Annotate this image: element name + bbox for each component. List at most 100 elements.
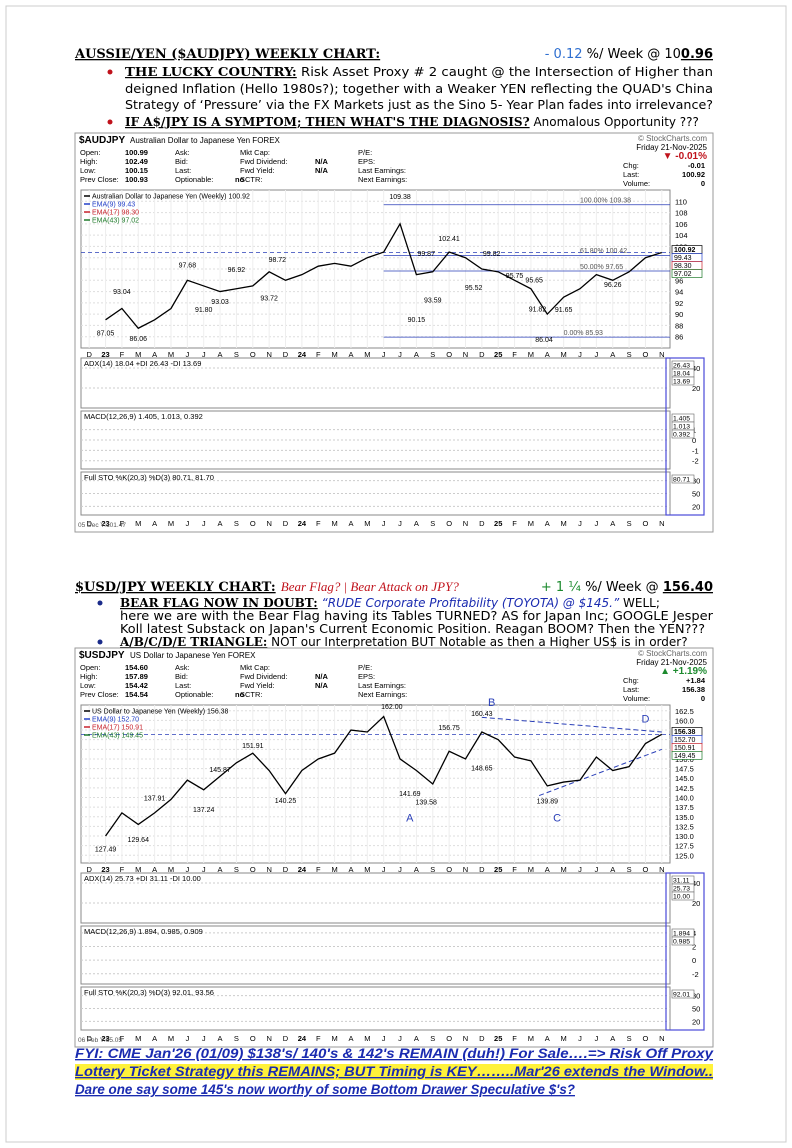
legend-entry: EMA(43) 149.45 [92, 733, 143, 740]
date: Friday 21-Nov-2025 [636, 658, 707, 667]
info-label: Last: [175, 166, 191, 175]
info-value: 100.93 [125, 175, 148, 184]
bullet-lead: THE LUCKY COUNTRY: [125, 65, 297, 79]
y-tick-label: -2 [692, 457, 699, 466]
info-label: Next Earnings: [358, 690, 407, 699]
panel-title: MACD(12,26,9) 1.405, 1.013, 0.392 [84, 412, 203, 421]
x-tick-label: 23 [101, 865, 109, 874]
value-box [671, 891, 695, 901]
info-value: N/A [315, 166, 329, 175]
annotation: 91.65 [555, 307, 573, 314]
x-tick-label: O [446, 519, 452, 528]
symbol: $AUDJPY [79, 135, 125, 146]
section-heading: $USD/JPY WEEKLY CHART: Bear Flag? | Bear… [75, 576, 459, 595]
annotation: 96.26 [604, 282, 622, 289]
y-tick-label: 90 [675, 310, 683, 319]
quote-label: Last: [623, 685, 639, 694]
quote-label: Chg: [623, 161, 639, 170]
info-value: N/A [315, 681, 329, 690]
y-tick-label: 86 [675, 333, 683, 342]
x-tick-label: J [185, 519, 189, 528]
x-tick-label: D [283, 519, 289, 528]
annotation: 129.64 [128, 837, 150, 844]
x-tick-label: J [595, 519, 599, 528]
x-tick-label: N [266, 519, 271, 528]
charts: $AUDJPY Australian Dollar to Japanese Yen… [74, 132, 714, 1048]
x-tick-label: S [627, 1034, 632, 1043]
x-tick-label: F [120, 519, 125, 528]
x-tick-label: J [185, 1034, 189, 1043]
x-tick-label: F [512, 1034, 517, 1043]
info-label: Mkt Cap: [240, 148, 270, 157]
info-value: no [235, 690, 245, 699]
info-label: P/E: [358, 663, 372, 672]
x-tick-label: M [528, 1034, 534, 1043]
panel-value: 10.00 [673, 894, 690, 901]
x-tick-label: A [152, 1034, 157, 1043]
x-tick-label: D [283, 350, 289, 359]
x-tick-label: N [463, 350, 468, 359]
x-tick-label: N [266, 350, 271, 359]
annotation: 95.75 [506, 273, 524, 280]
last-label: 98.30 [674, 263, 692, 270]
x-tick-label: J [595, 1034, 599, 1043]
x-tick-label: 25 [494, 350, 502, 359]
x-tick-label: A [414, 350, 419, 359]
rate-tail: 156.40 [663, 580, 713, 595]
x-tick-label: M [135, 865, 141, 874]
footer-line: Dare one say some 145's now worthy of so… [75, 1082, 575, 1097]
panel-value: 80.71 [673, 477, 690, 484]
y-tick-label: 80 [692, 992, 700, 1001]
x-tick-label: M [135, 519, 141, 528]
section-heading: AUSSIE/YEN ($AUDJPY) WEEKLY CHART: [74, 47, 380, 62]
bullet-dot [107, 69, 113, 75]
panel-title: ADX(14) 25.73 +DI 31.11 -DI 10.00 [84, 874, 201, 883]
x-tick-label: J [578, 519, 582, 528]
x-tick-label: F [512, 865, 517, 874]
bullet-dot [97, 639, 103, 645]
y-tick-label: 108 [675, 209, 688, 218]
last-label: 100.92 [674, 247, 696, 254]
x-tick-label: A [414, 865, 419, 874]
bullet-lead: IF A$/JPY IS A SYMPTOM; THEN WHAT'S THE … [125, 115, 530, 129]
y-tick-label: 2 [692, 942, 696, 951]
x-tick-label: M [331, 350, 337, 359]
price-line [105, 715, 663, 837]
rate-line: - 0.12 %/ Week @ 100.96 [545, 47, 713, 62]
y-tick-label: 0 [692, 436, 696, 445]
x-tick-label: S [430, 1034, 435, 1043]
x-tick-label: A [610, 865, 615, 874]
bullet-text: Strategy of ‘Pressure’ via the FX Market… [125, 98, 713, 112]
x-tick-label: O [643, 1034, 649, 1043]
info-value: N/A [315, 157, 329, 166]
y-tick-label: 162.5 [675, 707, 694, 716]
annotation: 93.03 [211, 299, 229, 306]
panel-value: 18.04 [673, 371, 690, 378]
info-value: N/A [315, 672, 329, 681]
x-tick-label: O [250, 865, 256, 874]
bullet-text: deigned Inflation (Hello 1980s?); togeth… [125, 82, 713, 96]
y-tick-label: -1 [692, 446, 699, 455]
x-tick-label: M [561, 1034, 567, 1043]
heading: AUSSIE/YEN ($AUDJPY) WEEKLY CHART: [74, 47, 380, 62]
chart-frame [74, 647, 714, 1048]
last-label: 97.02 [674, 271, 692, 278]
x-tick-label: D [283, 865, 289, 874]
x-tick-label: J [382, 865, 386, 874]
bullet-quote: “RUDE Corporate Profitability (TOYOTA) @… [322, 596, 620, 610]
rate-text: %/ Week @ 10 [583, 47, 681, 62]
x-tick-label: O [446, 865, 452, 874]
info-label: Low: [80, 681, 96, 690]
y-tick-label: 104 [675, 231, 688, 240]
x-tick-label: N [659, 519, 664, 528]
y-tick-label: 40 [692, 364, 700, 373]
x-tick-label: N [266, 865, 271, 874]
x-tick-label: 24 [298, 350, 307, 359]
x-tick-label: F [316, 1034, 321, 1043]
info-label: Prev Close: [80, 690, 119, 699]
x-tick-label: M [168, 865, 174, 874]
symbol: $USDJPY [79, 650, 125, 661]
x-tick-label: A [348, 1034, 353, 1043]
x-tick-label: D [86, 1034, 92, 1043]
annotation: 137.91 [144, 796, 166, 803]
